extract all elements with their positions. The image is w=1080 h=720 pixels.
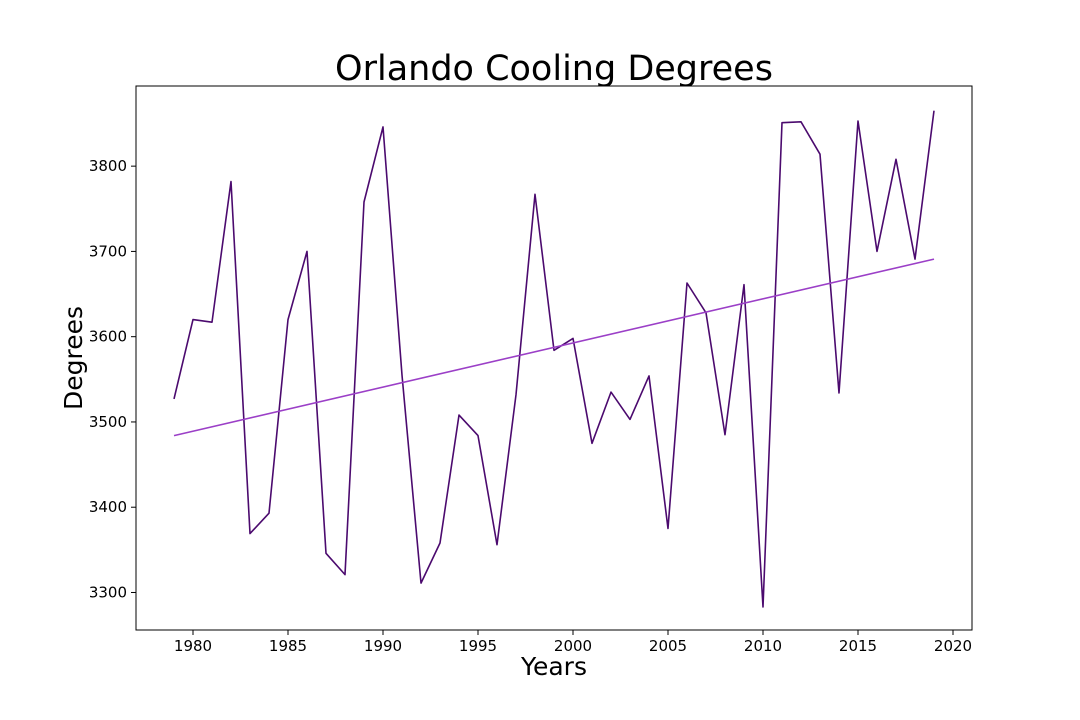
x-axis-label: Years [520, 652, 587, 681]
y-tick-label: 3600 [89, 328, 127, 346]
chart-title: Orlando Cooling Degrees [335, 49, 773, 89]
x-axis: 1980 1985 1990 1995 2000 2005 2010 2015 2020 [174, 630, 972, 655]
series-line-degrees [173, 110, 935, 608]
y-axis: 3300 3400 3500 3600 3700 3800 [89, 157, 136, 601]
x-tick-label: 1995 [459, 637, 497, 655]
x-tick-label: 2005 [649, 637, 687, 655]
series-line-trend [173, 258, 935, 437]
x-tick-label: 1985 [269, 637, 307, 655]
y-axis-label: Degrees [59, 306, 88, 410]
y-tick-label: 3800 [89, 157, 127, 175]
plot-area [135, 85, 973, 631]
x-tick-label: 1980 [174, 637, 212, 655]
x-tick-label: 2000 [554, 637, 592, 655]
x-tick-label: 1990 [364, 637, 402, 655]
y-tick-label: 3400 [89, 498, 127, 516]
y-tick-label: 3700 [89, 242, 127, 260]
x-tick-label: 2010 [744, 637, 782, 655]
x-tick-label: 2020 [934, 637, 972, 655]
y-tick-label: 3500 [89, 413, 127, 431]
series-layer [173, 110, 935, 608]
x-tick-label: 2015 [839, 637, 877, 655]
y-tick-label: 3300 [89, 583, 127, 601]
